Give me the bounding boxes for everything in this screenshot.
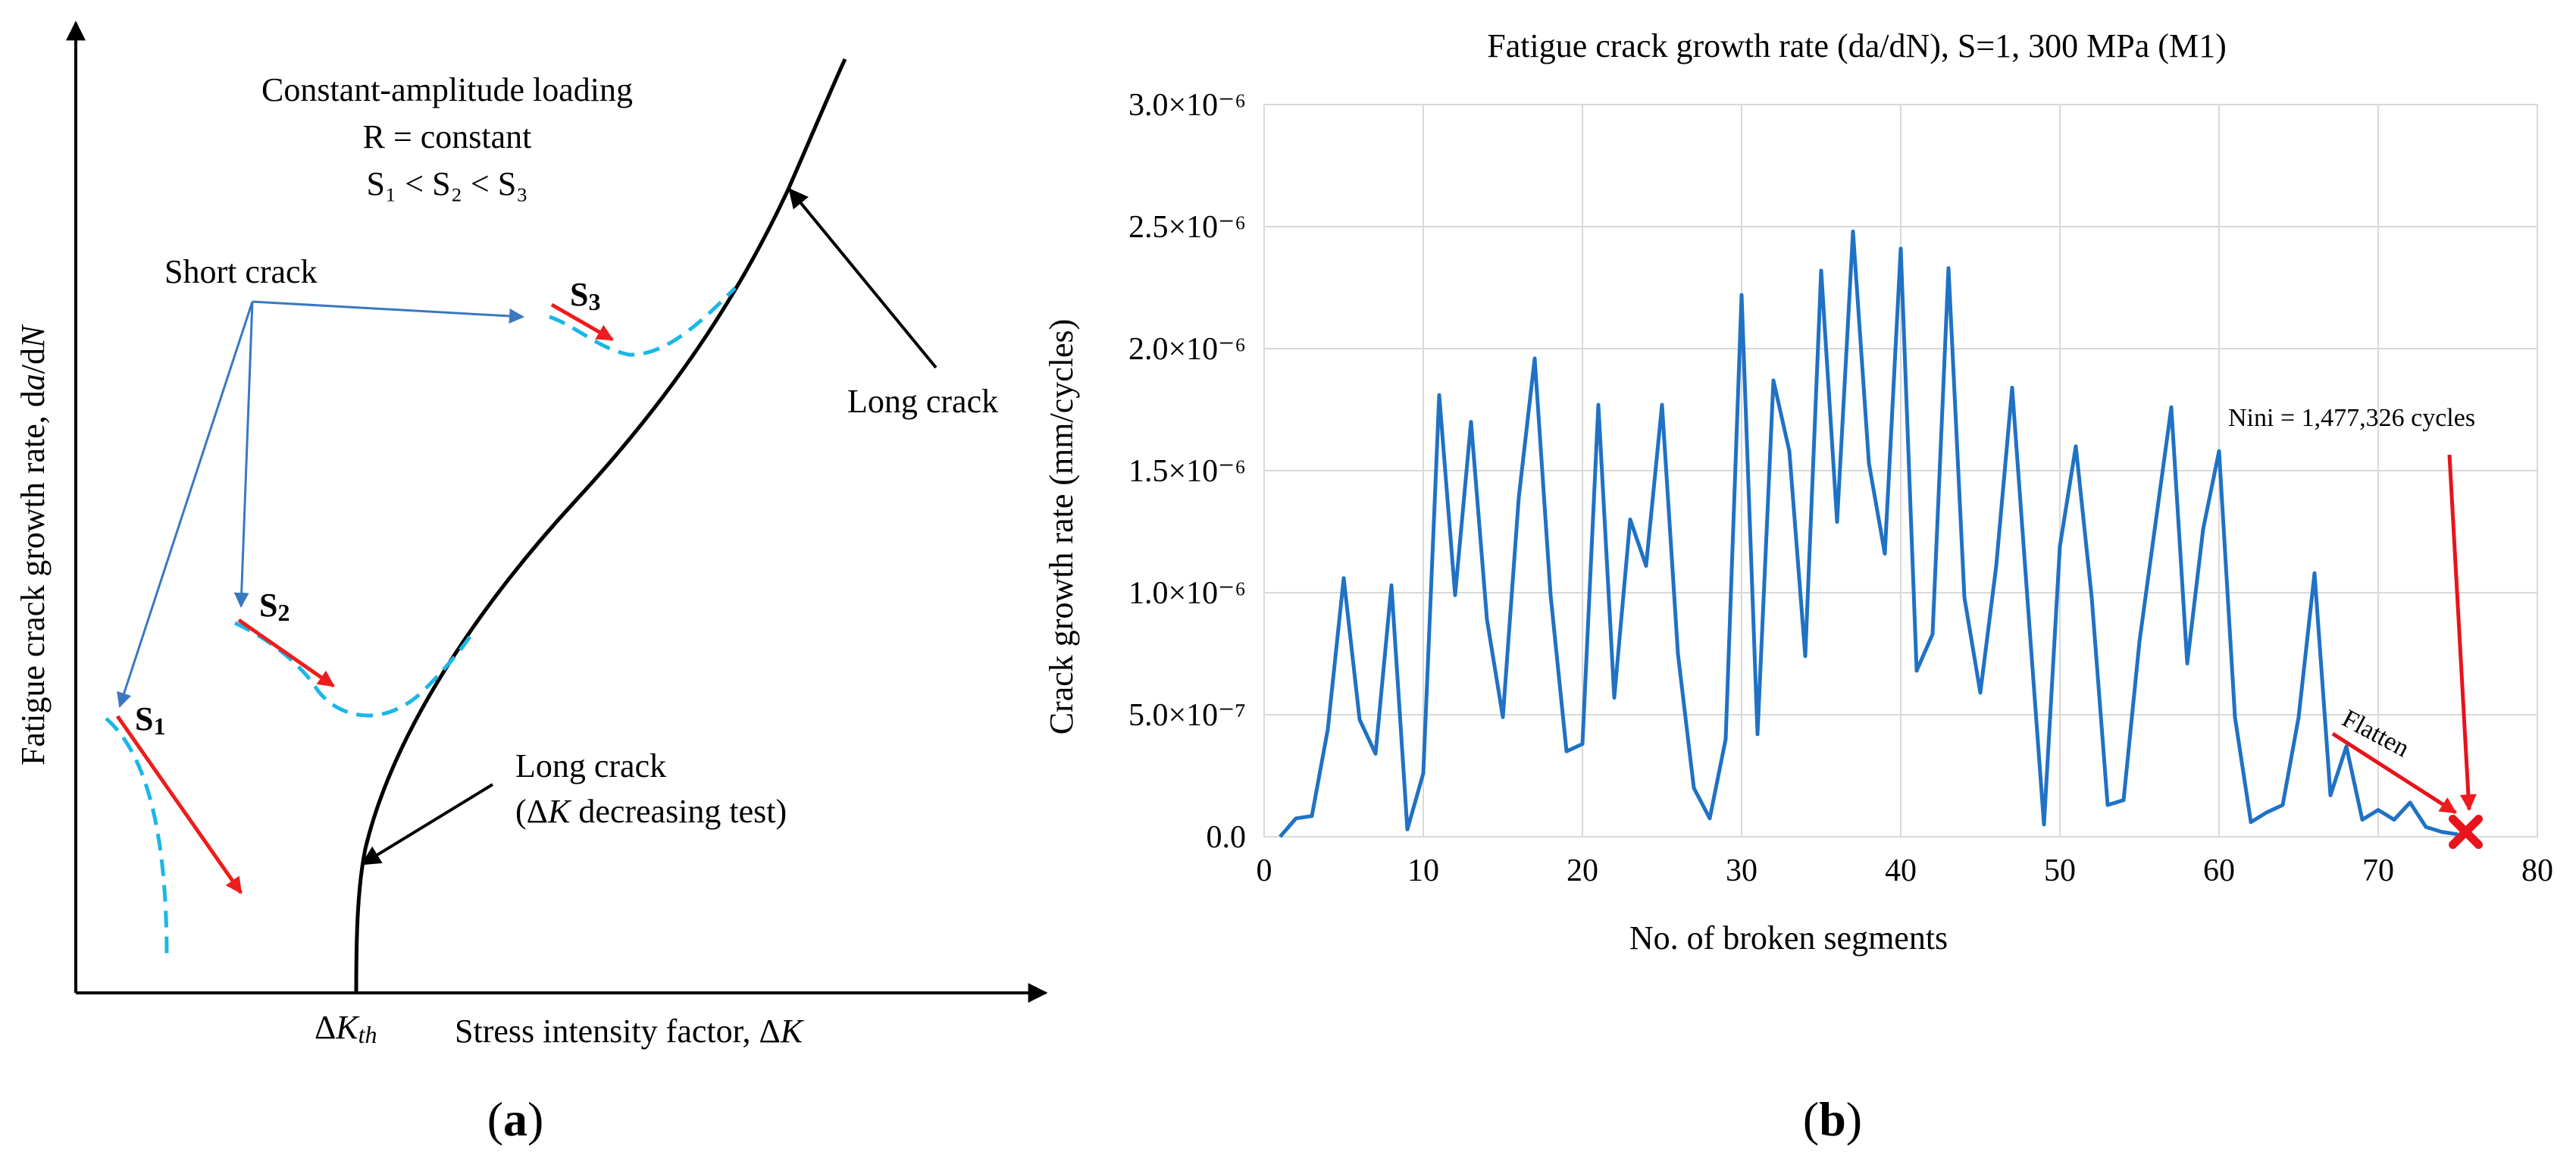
pointer-long-crack-test [360, 783, 494, 866]
y-axis-label-a: Fatigue crack growth rate, da/dN [14, 324, 52, 766]
x-tick-label: 60 [2203, 853, 2235, 888]
loading-title: Constant-amplitude loading [261, 71, 633, 108]
x-tick-label: 70 [2362, 853, 2394, 888]
chart-y-label: Crack growth rate (mm/cycles) [1043, 319, 1080, 735]
series-line-da-dN [1279, 229, 2459, 838]
plot-area [1263, 104, 2538, 838]
chart-x-ticks: 0 10 20 30 40 50 60 70 80 [1257, 853, 2554, 888]
panel-a: Fatigue crack growth rate, da/dN Stress … [14, 20, 1048, 1146]
pointer-short-crack-s1 [117, 301, 254, 708]
y-tick-label: 1.0×10⁻⁶ [1128, 576, 1246, 611]
chart-series [1279, 229, 2459, 838]
label-s3: S3 [570, 276, 600, 315]
pointer-short-crack-s3 [252, 300, 524, 324]
y-tick-label: 5.0×10⁻⁷ [1128, 698, 1246, 733]
pointer-long-crack [788, 187, 937, 369]
x-tick-label: 80 [2521, 853, 2553, 888]
short-crack-curve-s3 [549, 286, 737, 357]
label-s2: S2 [259, 587, 290, 626]
short-crack-curve-s1 [105, 717, 169, 957]
long-crack-label: Long crack [847, 383, 998, 420]
red-arrow-s2 [237, 618, 335, 688]
label-s1: S1 [135, 700, 165, 740]
chart-x-label: No. of broken segments [1629, 919, 1948, 957]
x-tick-label: 10 [1407, 853, 1439, 888]
delta-k-threshold-label: ΔKth [315, 1009, 377, 1048]
red-arrow-s1 [115, 715, 243, 894]
x-tick-label: 50 [2044, 853, 2076, 888]
loading-r-constant: R = constant [363, 118, 532, 155]
x-tick-label: 0 [1257, 853, 1272, 888]
chart-y-ticks: 0.0 5.0×10⁻⁷ 1.0×10⁻⁶ 1.5×10⁻⁶ 2.0×10⁻⁶ 2.5×1… [1128, 88, 1246, 855]
arrow-nini [2447, 454, 2477, 812]
y-tick-label: 1.5×10⁻⁶ [1128, 454, 1246, 489]
arrow-flatten [2331, 731, 2457, 815]
long-crack-test-label-2: (ΔK decreasing test) [515, 793, 787, 830]
x-tick-label: 40 [1885, 853, 1917, 888]
panel-b-label: (b) [1803, 1092, 1862, 1146]
x-tick-label: 30 [1726, 853, 1758, 888]
x-axis-label-a: Stress intensity factor, ΔK [455, 1013, 805, 1050]
chart-title: Fatigue crack growth rate (da/dN), S=1, … [1487, 27, 2226, 64]
chart-marker [2449, 815, 2483, 850]
y-tick-label: 0.0 [1207, 820, 1247, 855]
pointer-short-crack-s2 [233, 301, 254, 608]
annotation-nini: Nini = 1,477,326 cycles [2228, 404, 2475, 432]
y-tick-label: 2.5×10⁻⁶ [1128, 210, 1246, 245]
x-tick-label: 20 [1567, 853, 1598, 888]
long-crack-test-label-1: Long crack [515, 747, 666, 784]
loading-s-order: S₁ < S₂ < S₃ [366, 165, 527, 202]
y-tick-label: 2.0×10⁻⁶ [1128, 332, 1246, 367]
panel-a-label: (a) [487, 1092, 544, 1146]
short-crack-label: Short crack [164, 253, 318, 290]
panel-b: Fatigue crack growth rate (da/dN), S=1, … [1043, 27, 2553, 1146]
y-tick-label: 3.0×10⁻⁶ [1128, 88, 1246, 123]
red-arrow-s3 [550, 302, 614, 342]
short-crack-curve-s2 [233, 621, 472, 718]
failure-marker [2449, 815, 2483, 850]
